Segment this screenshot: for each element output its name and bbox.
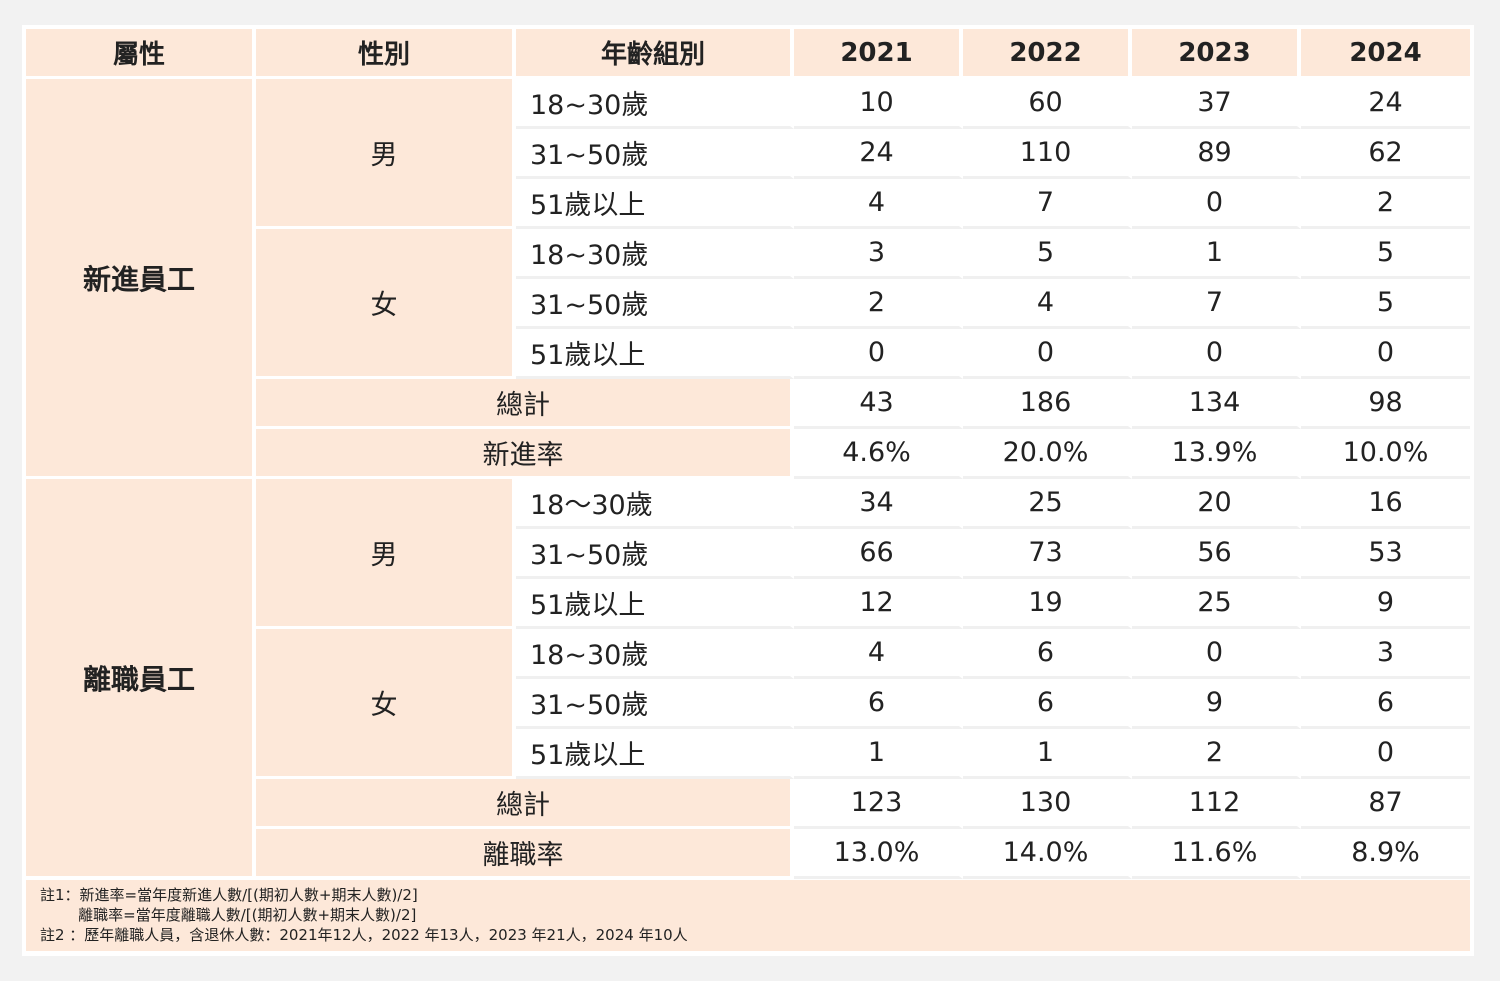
header-gender: 性別 <box>256 29 516 79</box>
header-year-2022: 2022 <box>963 29 1132 79</box>
value-cell: 7 <box>1132 279 1301 329</box>
value-cell: 25 <box>1132 579 1301 629</box>
total-value-cell: 87 <box>1301 779 1470 829</box>
gender-label: 女 <box>256 629 516 779</box>
value-cell: 62 <box>1301 129 1470 179</box>
total-value-cell: 43 <box>794 379 963 429</box>
header-year-2021: 2021 <box>794 29 963 79</box>
rate-value-cell: 4.6% <box>794 429 963 479</box>
header-year-2024: 2024 <box>1301 29 1470 79</box>
rate-label: 離職率 <box>256 829 794 879</box>
age-group-cell: 51歲以上 <box>516 329 794 379</box>
value-cell: 1 <box>1132 229 1301 279</box>
value-cell: 0 <box>1301 729 1470 779</box>
age-group-cell: 18~30歲 <box>516 629 794 679</box>
footnote-line: 註1：新進率=當年度新進人數/[(期初人數+期末人數)/2] <box>40 886 418 904</box>
turnover-table: 屬性 性別 年齡組別 2021 2022 2023 2024 新進員工 男 女 … <box>26 29 1470 879</box>
value-cell: 2 <box>1132 729 1301 779</box>
rate-value-cell: 14.0% <box>963 829 1132 879</box>
age-group-cell: 51歲以上 <box>516 729 794 779</box>
total-value-cell: 134 <box>1132 379 1301 429</box>
footnotes: 註1：新進率=當年度新進人數/[(期初人數+期末人數)/2] 離職率=當年度離職… <box>26 880 1470 951</box>
rate-value-cell: 8.9% <box>1301 829 1470 879</box>
total-label: 總計 <box>256 379 794 429</box>
value-cell: 56 <box>1132 529 1301 579</box>
gender-label: 男 <box>256 479 516 629</box>
age-group-cell: 31~50歲 <box>516 129 794 179</box>
header-attribute: 屬性 <box>26 29 256 79</box>
age-group-cell: 31~50歲 <box>516 529 794 579</box>
value-cell: 3 <box>794 229 963 279</box>
rate-value-cell: 11.6% <box>1132 829 1301 879</box>
total-value-cell: 186 <box>963 379 1132 429</box>
value-cell: 20 <box>1132 479 1301 529</box>
gender-label: 女 <box>256 229 516 379</box>
value-cell: 24 <box>794 129 963 179</box>
footnote-line: 離職率=當年度離職人數/[(期初人數+期末人數)/2] <box>40 906 417 924</box>
age-group-cell: 18~30歲 <box>516 229 794 279</box>
table-panel: 屬性 性別 年齡組別 2021 2022 2023 2024 新進員工 男 女 … <box>22 25 1474 956</box>
age-group-cell: 18~30歲 <box>516 79 794 129</box>
value-cell: 0 <box>1132 329 1301 379</box>
value-cell: 24 <box>1301 79 1470 129</box>
value-cell: 0 <box>963 329 1132 379</box>
value-cell: 19 <box>963 579 1132 629</box>
section-attribute-leavers: 離職員工 <box>26 479 256 879</box>
value-cell: 0 <box>1132 629 1301 679</box>
total-value-cell: 123 <box>794 779 963 829</box>
value-cell: 53 <box>1301 529 1470 579</box>
value-cell: 34 <box>794 479 963 529</box>
total-value-cell: 112 <box>1132 779 1301 829</box>
value-cell: 1 <box>794 729 963 779</box>
value-cell: 6 <box>963 629 1132 679</box>
age-group-cell: 18～30歲 <box>516 479 794 529</box>
value-cell: 73 <box>963 529 1132 579</box>
value-cell: 4 <box>963 279 1132 329</box>
rate-label: 新進率 <box>256 429 794 479</box>
value-cell: 60 <box>963 79 1132 129</box>
value-cell: 2 <box>794 279 963 329</box>
value-cell: 6 <box>963 679 1132 729</box>
value-cell: 0 <box>794 329 963 379</box>
age-group-cell: 51歲以上 <box>516 179 794 229</box>
value-cell: 16 <box>1301 479 1470 529</box>
section-attribute-new-hires: 新進員工 <box>26 79 256 479</box>
value-cell: 3 <box>1301 629 1470 679</box>
value-cell: 5 <box>1301 229 1470 279</box>
rate-value-cell: 10.0% <box>1301 429 1470 479</box>
value-cell: 6 <box>794 679 963 729</box>
rate-value-cell: 13.9% <box>1132 429 1301 479</box>
value-cell: 37 <box>1132 79 1301 129</box>
value-cell: 6 <box>1301 679 1470 729</box>
gender-label: 男 <box>256 79 516 229</box>
value-cell: 2 <box>1301 179 1470 229</box>
total-value-cell: 98 <box>1301 379 1470 429</box>
value-cell: 110 <box>963 129 1132 179</box>
value-cell: 0 <box>1301 329 1470 379</box>
value-cell: 9 <box>1301 579 1470 629</box>
value-cell: 5 <box>1301 279 1470 329</box>
footnote-line: 註2 ：歷年離職人員，含退休人數：2021年12人，2022 年13人，2023… <box>40 926 688 944</box>
total-label: 總計 <box>256 779 794 829</box>
value-cell: 66 <box>794 529 963 579</box>
value-cell: 25 <box>963 479 1132 529</box>
rate-value-cell: 13.0% <box>794 829 963 879</box>
age-group-cell: 31~50歲 <box>516 279 794 329</box>
value-cell: 89 <box>1132 129 1301 179</box>
age-group-cell: 31~50歲 <box>516 679 794 729</box>
value-cell: 7 <box>963 179 1132 229</box>
value-cell: 0 <box>1132 179 1301 229</box>
value-cell: 4 <box>794 179 963 229</box>
value-cell: 9 <box>1132 679 1301 729</box>
value-cell: 5 <box>963 229 1132 279</box>
value-cell: 12 <box>794 579 963 629</box>
total-value-cell: 130 <box>963 779 1132 829</box>
header-year-2023: 2023 <box>1132 29 1301 79</box>
value-cell: 4 <box>794 629 963 679</box>
value-cell: 1 <box>963 729 1132 779</box>
rate-value-cell: 20.0% <box>963 429 1132 479</box>
value-cell: 10 <box>794 79 963 129</box>
header-age-group: 年齡組別 <box>516 29 794 79</box>
age-group-cell: 51歲以上 <box>516 579 794 629</box>
